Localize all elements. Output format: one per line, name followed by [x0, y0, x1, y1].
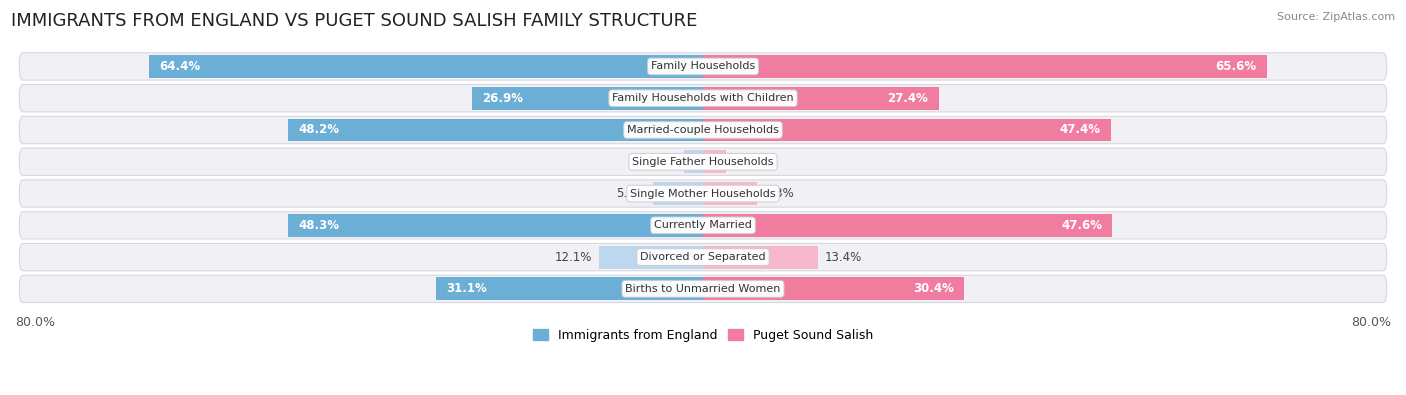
Bar	[703, 277, 965, 300]
Text: 26.9%: 26.9%	[482, 92, 523, 105]
Text: 6.3%: 6.3%	[763, 187, 794, 200]
Text: Single Father Households: Single Father Households	[633, 157, 773, 167]
Text: IMMIGRANTS FROM ENGLAND VS PUGET SOUND SALISH FAMILY STRUCTURE: IMMIGRANTS FROM ENGLAND VS PUGET SOUND S…	[11, 12, 697, 30]
Text: 27.4%: 27.4%	[887, 92, 928, 105]
Bar	[703, 55, 1267, 78]
FancyBboxPatch shape	[20, 212, 1386, 239]
Text: Source: ZipAtlas.com: Source: ZipAtlas.com	[1277, 12, 1395, 22]
FancyBboxPatch shape	[20, 148, 1386, 175]
Text: Family Households: Family Households	[651, 62, 755, 71]
Text: 48.2%: 48.2%	[299, 124, 340, 137]
Text: 64.4%: 64.4%	[159, 60, 201, 73]
Text: Single Mother Households: Single Mother Households	[630, 188, 776, 199]
Bar	[471, 87, 703, 110]
Text: 65.6%: 65.6%	[1216, 60, 1257, 73]
FancyBboxPatch shape	[20, 275, 1386, 303]
FancyBboxPatch shape	[20, 85, 1386, 112]
Bar	[703, 118, 1111, 141]
Bar	[703, 87, 939, 110]
Text: 2.7%: 2.7%	[733, 155, 763, 168]
Text: 48.3%: 48.3%	[298, 219, 339, 232]
Bar	[436, 277, 703, 300]
Text: 5.8%: 5.8%	[617, 187, 647, 200]
FancyBboxPatch shape	[20, 116, 1386, 144]
Text: 12.1%: 12.1%	[555, 250, 592, 263]
Text: Currently Married: Currently Married	[654, 220, 752, 230]
FancyBboxPatch shape	[20, 53, 1386, 80]
Bar	[703, 150, 727, 173]
Bar	[703, 182, 758, 205]
Text: 31.1%: 31.1%	[446, 282, 486, 295]
Text: Births to Unmarried Women: Births to Unmarried Women	[626, 284, 780, 294]
Legend: Immigrants from England, Puget Sound Salish: Immigrants from England, Puget Sound Sal…	[529, 324, 877, 347]
Bar	[149, 55, 703, 78]
Text: 13.4%: 13.4%	[825, 250, 862, 263]
Bar	[703, 214, 1112, 237]
Bar	[654, 182, 703, 205]
Text: 80.0%: 80.0%	[1351, 316, 1391, 329]
FancyBboxPatch shape	[20, 180, 1386, 207]
Bar	[288, 214, 703, 237]
Bar	[288, 118, 703, 141]
Bar	[703, 246, 818, 269]
Bar	[599, 246, 703, 269]
Text: Divorced or Separated: Divorced or Separated	[640, 252, 766, 262]
Text: Family Households with Children: Family Households with Children	[612, 93, 794, 103]
Text: 80.0%: 80.0%	[15, 316, 55, 329]
Text: 2.2%: 2.2%	[647, 155, 678, 168]
Bar	[685, 150, 703, 173]
Text: 47.6%: 47.6%	[1062, 219, 1102, 232]
Text: 30.4%: 30.4%	[914, 282, 955, 295]
Text: 47.4%: 47.4%	[1059, 124, 1101, 137]
FancyBboxPatch shape	[20, 243, 1386, 271]
Text: Married-couple Households: Married-couple Households	[627, 125, 779, 135]
